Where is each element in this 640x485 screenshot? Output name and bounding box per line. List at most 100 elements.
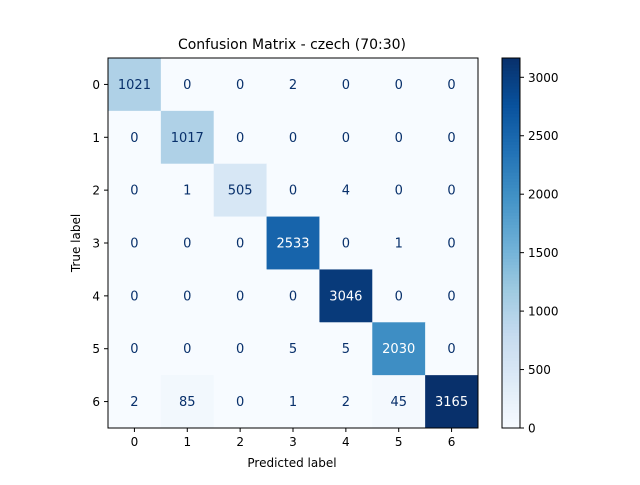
- colorbar-ticks: 0 500 1000 1500 2000 2500 3000: [520, 71, 559, 436]
- matrix-cell: [425, 375, 479, 429]
- colorbar-segment: [502, 199, 520, 204]
- cell-value-label: 2533: [276, 237, 309, 252]
- colorbar-segment: [502, 165, 520, 170]
- colorbar-segment: [502, 335, 520, 340]
- x-tick-label: 0: [131, 435, 139, 449]
- colorbar-segment: [502, 264, 520, 269]
- matrix-cell: [425, 216, 479, 270]
- colorbar-segment: [502, 289, 520, 293]
- matrix-cell: [213, 216, 268, 270]
- colorbar-segment: [502, 79, 520, 84]
- colorbar-segment: [502, 104, 520, 108]
- colorbar: [501, 57, 521, 429]
- colorbar-segment: [502, 175, 520, 179]
- matrix-cell: [160, 216, 215, 270]
- cell-value-label: 3046: [329, 289, 362, 304]
- colorbar-segment: [502, 95, 520, 99]
- colorbar-segment: [502, 190, 520, 195]
- x-tick-label: 3: [289, 435, 297, 449]
- colorbar-segment: [502, 122, 520, 127]
- colorbar-segment: [502, 243, 520, 247]
- matrix-cell: [372, 110, 426, 165]
- matrix-cell: [266, 375, 320, 429]
- colorbar-segment: [502, 132, 520, 136]
- matrix-cell: [108, 58, 162, 112]
- colorbar-segment: [502, 366, 520, 371]
- matrix-cell: [425, 269, 479, 323]
- matrix-cell: [372, 216, 426, 270]
- matrix-cell: [372, 269, 426, 323]
- colorbar-segment: [502, 227, 520, 232]
- colorbar-segment: [502, 286, 520, 290]
- colorbar-segment: [502, 128, 520, 133]
- matrix-cell: [372, 58, 426, 112]
- cell-value-label: 0: [130, 184, 138, 199]
- cell-value-label: 0: [236, 131, 244, 146]
- colorbar-segment: [502, 344, 520, 349]
- colorbar-segment: [502, 113, 520, 118]
- cell-value-label: 85: [179, 395, 196, 410]
- colorbar-segment: [502, 187, 520, 192]
- matrix-cell: [266, 322, 320, 376]
- matrix-cell: [266, 163, 320, 218]
- colorbar-segment: [502, 147, 520, 152]
- y-tick-label: 3: [92, 237, 100, 251]
- cell-value-label: 1017: [171, 131, 204, 146]
- y-tick-label: 0: [92, 78, 100, 92]
- cell-value-label: 1: [395, 237, 403, 252]
- matrix-cell: [108, 163, 162, 218]
- colorbar-segment: [502, 338, 520, 343]
- colorbar-segment: [502, 329, 520, 334]
- matrix-cell: [108, 375, 162, 429]
- colorbar-segment: [502, 409, 520, 414]
- cell-value-label: 0: [395, 184, 403, 199]
- cell-value-label: 0: [342, 78, 350, 93]
- colorbar-segment: [502, 261, 520, 266]
- colorbar-segment: [502, 258, 520, 263]
- matrix-cell: [425, 110, 479, 165]
- colorbar-segment: [502, 313, 520, 318]
- colorbar-segment: [502, 181, 520, 186]
- matrix-cell: [213, 322, 268, 376]
- matrix-cell: [213, 110, 268, 165]
- matrix-cell: [266, 269, 320, 323]
- colorbar-segment: [502, 363, 520, 367]
- matrix-cell: [425, 58, 479, 112]
- cell-value-label: 0: [236, 78, 244, 93]
- colorbar-segment: [502, 415, 520, 420]
- colorbar-tick-label: 500: [528, 363, 551, 377]
- colorbar-segment: [502, 323, 520, 327]
- cell-value-label: 0: [236, 342, 244, 357]
- colorbar-segment: [502, 218, 520, 223]
- colorbar-segment: [502, 310, 520, 315]
- colorbar-segment: [502, 317, 520, 321]
- colorbar-segment: [502, 372, 520, 377]
- colorbar-segment: [502, 88, 520, 93]
- cell-value-label: 0: [447, 289, 455, 304]
- matrix-cell: [213, 269, 268, 323]
- matrix-cell: [372, 322, 426, 376]
- colorbar-segment: [502, 307, 520, 312]
- matrix-cell: [319, 375, 373, 429]
- colorbar-segment: [502, 298, 520, 303]
- colorbar-segment: [502, 381, 520, 386]
- colorbar-segment: [502, 320, 520, 324]
- matrix-cell: [319, 216, 373, 270]
- cell-value-label: 0: [447, 131, 455, 146]
- cell-value-label: 0: [447, 184, 455, 199]
- colorbar-segment: [502, 424, 520, 429]
- colorbar-segment: [502, 249, 520, 253]
- colorbar-segment: [502, 58, 520, 62]
- chart-title: Confusion Matrix - czech (70:30): [178, 37, 406, 53]
- colorbar-segment: [502, 394, 520, 398]
- colorbar-segment: [502, 178, 520, 182]
- colorbar-segment: [502, 193, 520, 198]
- colorbar-segment: [502, 156, 520, 161]
- cell-value-label: 0: [447, 78, 455, 93]
- y-tick-label: 1: [92, 131, 100, 145]
- colorbar-segment: [502, 91, 520, 96]
- cell-value-label: 45: [390, 395, 407, 410]
- colorbar-segment: [502, 82, 520, 87]
- colorbar-tick-label: 2000: [528, 188, 559, 202]
